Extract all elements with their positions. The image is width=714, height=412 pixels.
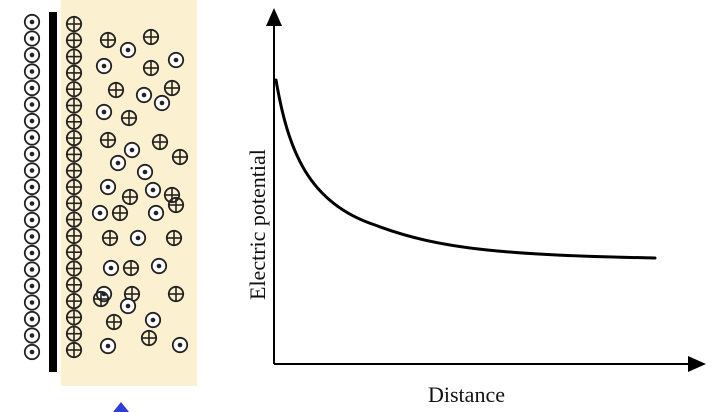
anion-icon xyxy=(23,310,41,328)
cation-icon xyxy=(65,195,83,212)
y-axis-arrowhead xyxy=(266,8,282,26)
anion-icon xyxy=(23,129,41,146)
cation-icon xyxy=(142,59,160,77)
anion-icon xyxy=(144,311,162,329)
anion-icon xyxy=(95,57,113,75)
cation-icon xyxy=(65,48,83,65)
cation-icon xyxy=(107,81,125,99)
anion-icon xyxy=(23,63,41,80)
cation-icon xyxy=(92,290,110,308)
cation-icon xyxy=(65,81,83,98)
potential-curve xyxy=(274,78,657,260)
cation-icon xyxy=(105,313,123,331)
anion-icon xyxy=(23,228,41,245)
cation-icon xyxy=(65,292,83,310)
anion-icon xyxy=(144,181,162,199)
y-axis-label: Electric potential xyxy=(245,149,270,300)
anion-icon xyxy=(150,257,168,275)
anion-icon xyxy=(23,277,41,295)
cation-icon xyxy=(65,309,83,326)
x-axis-label: Distance xyxy=(428,382,505,407)
cation-icon xyxy=(120,109,138,127)
cation-icon xyxy=(65,244,83,261)
anion-icon xyxy=(23,96,41,113)
electrode-panel xyxy=(23,0,197,386)
anion-icon xyxy=(23,195,41,212)
anion-icon xyxy=(23,162,41,179)
anion-icon xyxy=(171,336,189,354)
cation-icon xyxy=(140,329,158,347)
x-axis-arrowhead xyxy=(688,356,706,372)
cation-icon xyxy=(65,146,83,163)
anion-icon xyxy=(109,154,127,172)
cation-icon xyxy=(65,97,83,114)
anion-icon xyxy=(23,244,41,262)
anion-icon xyxy=(23,178,41,196)
anion-icon xyxy=(23,145,41,163)
anion-icon xyxy=(136,163,154,181)
anion-icon xyxy=(23,30,41,47)
cation-icon xyxy=(142,28,160,46)
anion-icon xyxy=(23,112,41,130)
anion-icon xyxy=(123,141,141,159)
anion-icon xyxy=(23,79,41,97)
cation-icon xyxy=(163,79,181,97)
cation-icon xyxy=(65,227,83,244)
anion-icon xyxy=(119,297,137,315)
corner-marker-icon xyxy=(113,402,129,412)
anion-icon xyxy=(91,204,109,222)
anion-icon xyxy=(147,204,165,222)
anion-icon xyxy=(129,229,147,247)
cation-icon xyxy=(122,259,140,277)
cation-icon xyxy=(65,178,83,196)
anion-icon xyxy=(23,13,41,31)
cation-icon xyxy=(65,130,83,147)
cation-icon xyxy=(167,196,185,214)
cation-icon xyxy=(167,285,185,303)
anion-icon xyxy=(23,343,41,361)
cation-icon xyxy=(171,148,189,166)
cation-icon xyxy=(65,15,83,33)
cation-icon xyxy=(65,64,83,82)
cation-icon xyxy=(65,260,83,277)
ion-layer xyxy=(23,13,189,361)
anion-icon xyxy=(23,294,41,311)
cation-icon xyxy=(101,229,119,247)
anion-icon xyxy=(99,337,117,355)
anion-icon xyxy=(119,41,137,59)
electrode-plate xyxy=(49,12,57,372)
anion-icon xyxy=(23,211,41,229)
cation-icon xyxy=(121,188,139,206)
cation-icon xyxy=(65,113,83,130)
cation-icon xyxy=(65,341,83,359)
anion-icon xyxy=(95,103,113,121)
anion-icon xyxy=(23,46,41,64)
anion-icon xyxy=(99,178,117,196)
cation-icon xyxy=(111,204,129,222)
cation-icon xyxy=(65,276,83,293)
anion-icon xyxy=(23,327,41,344)
anion-icon xyxy=(23,261,41,278)
anion-icon xyxy=(135,86,153,104)
anion-icon xyxy=(153,94,171,112)
anion-icon xyxy=(167,51,185,69)
cation-icon xyxy=(65,162,83,179)
cation-icon xyxy=(151,133,169,151)
cation-icon xyxy=(65,325,83,342)
cation-icon xyxy=(99,31,117,49)
potential-graph: Electric potential Distance xyxy=(245,8,706,407)
anion-icon xyxy=(102,259,120,277)
cation-icon xyxy=(65,32,83,49)
cation-icon xyxy=(99,131,117,149)
cation-icon xyxy=(65,211,83,228)
cation-icon xyxy=(165,229,183,247)
